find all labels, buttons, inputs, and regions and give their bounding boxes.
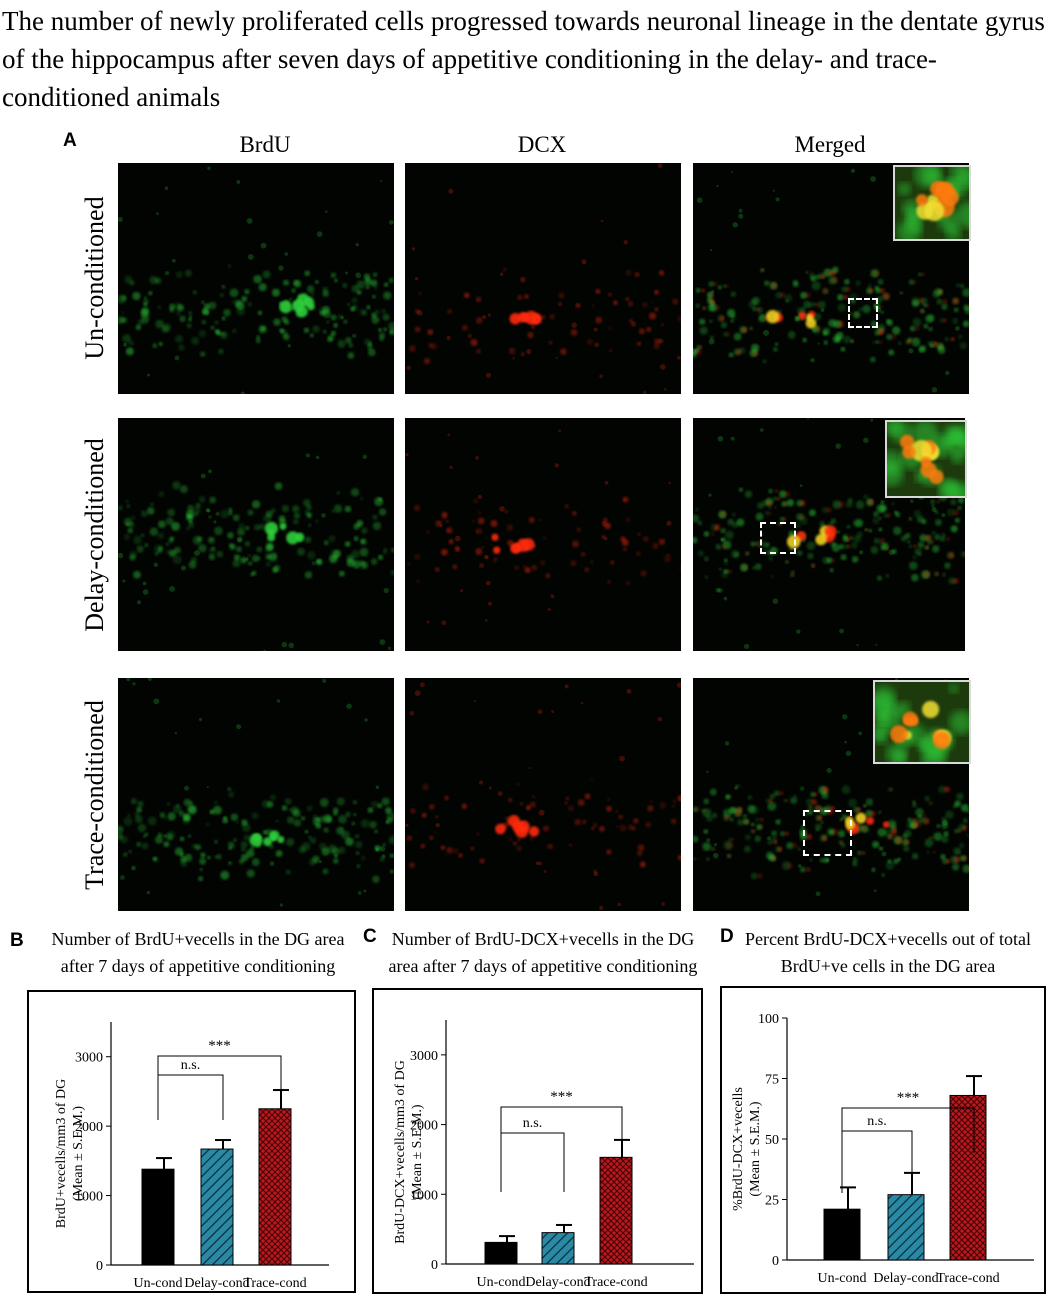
cell-texture bbox=[405, 682, 681, 910]
significance-label: n.s. bbox=[181, 1058, 200, 1073]
significance-bracket bbox=[500, 1132, 565, 1192]
inset-un-conditioned bbox=[893, 165, 971, 241]
significance-bracket bbox=[500, 1106, 623, 1160]
panel-c-title-line-1: Number of BrdU-DCX+vecells in the DG bbox=[391, 929, 695, 949]
bar-un-cond bbox=[484, 1241, 518, 1265]
significance-bracket bbox=[841, 1130, 913, 1193]
y-tick-label: 1000 bbox=[410, 1188, 438, 1203]
bar-un-cond bbox=[141, 1168, 175, 1266]
bar-delay-cond bbox=[887, 1194, 925, 1261]
x-tick-label: Un-cond bbox=[818, 1271, 867, 1286]
row-label-un-conditioned: Un-conditioned bbox=[80, 196, 109, 360]
cell-texture bbox=[405, 429, 681, 626]
y-tick-label: 0 bbox=[772, 1254, 779, 1269]
inset-texture bbox=[895, 167, 969, 239]
bar-trace-cond bbox=[258, 1108, 292, 1266]
x-tick-label: Trace-cond bbox=[936, 1271, 999, 1286]
chart-d: 0 25 50 75 100 %BrdU-DCX+vecells (Mean ± S.E.M… bbox=[731, 1012, 1034, 1286]
micrograph-dcx-delay-conditioned bbox=[405, 418, 681, 651]
micrograph-dcx-trace-conditioned bbox=[405, 678, 681, 911]
y-tick-label: 0 bbox=[96, 1259, 103, 1274]
chart-b: 0 1000 2000 3000 BrdU+vecells/mm3 of DG (Mean… bbox=[54, 1022, 329, 1291]
panel-c-title-line-2: area after 7 days of appetitive conditio… bbox=[388, 956, 698, 976]
panel-c-title: Number of BrdU-DCX+vecells in the DG are… bbox=[383, 926, 703, 980]
figure-title: The number of newly proliferated cells p… bbox=[2, 6, 1045, 112]
column-header-merged: Merged bbox=[794, 132, 866, 157]
y-tick-label: 50 bbox=[765, 1133, 779, 1148]
column-header-dcx: DCX bbox=[517, 132, 567, 157]
cell-texture bbox=[118, 678, 394, 907]
inset-texture bbox=[875, 682, 969, 762]
y-tick-label: 3000 bbox=[75, 1051, 103, 1066]
roi-box-un-conditioned bbox=[848, 298, 878, 328]
significance-bracket bbox=[841, 1107, 975, 1153]
y-axis-label: BrdU-DCX+vecells/mm3 of DG (Mean ± S.E.M.… bbox=[393, 1060, 425, 1244]
roi-box-delay-conditioned bbox=[760, 522, 796, 554]
inset-delay-conditioned bbox=[885, 420, 967, 498]
bar-un-cond bbox=[823, 1208, 861, 1261]
roi-box-trace-conditioned bbox=[803, 810, 852, 856]
significance-label: n.s. bbox=[523, 1116, 542, 1131]
bar-delay-cond bbox=[541, 1232, 575, 1265]
cell-texture bbox=[693, 678, 969, 897]
cell-texture bbox=[693, 168, 969, 393]
x-tick-label: Un-cond bbox=[134, 1276, 183, 1291]
bar-trace-cond bbox=[949, 1094, 987, 1261]
column-header-brdu: BrdU bbox=[239, 132, 291, 157]
x-tick-label: Un-cond bbox=[477, 1275, 526, 1290]
x-tick-label: Delay-cond bbox=[184, 1276, 249, 1291]
bar-trace-cond bbox=[599, 1156, 633, 1265]
panel-b-label: B bbox=[10, 930, 24, 951]
inset-texture bbox=[887, 422, 965, 496]
significance-bracket bbox=[157, 1074, 224, 1120]
panel-b-title-line-1: Number of BrdU+vecells in the DG area bbox=[51, 929, 345, 949]
row-label-trace-conditioned: Trace-conditioned bbox=[80, 700, 109, 890]
y-tick-label: 75 bbox=[765, 1073, 779, 1088]
panel-d-title-line-1: Percent BrdU-DCX+vecells out of total bbox=[744, 929, 1032, 949]
y-tick-label: 1000 bbox=[75, 1190, 103, 1205]
inset-trace-conditioned bbox=[873, 680, 971, 764]
panel-c-label: C bbox=[363, 926, 377, 947]
y-tick-label: 25 bbox=[765, 1194, 779, 1209]
y-tick-label: 2000 bbox=[410, 1119, 438, 1134]
panel-d-title: Percent BrdU-DCX+vecells out of total Br… bbox=[738, 926, 1038, 980]
y-axis-label: BrdU+vecells/mm3 of DG (Mean ± S.E.M.) bbox=[54, 1079, 86, 1228]
cell-texture bbox=[693, 418, 965, 650]
panel-a-label: A bbox=[63, 130, 77, 151]
y-tick-label: 0 bbox=[431, 1258, 438, 1273]
x-tick-label: Delay-cond bbox=[525, 1275, 590, 1290]
significance-label: n.s. bbox=[867, 1114, 886, 1129]
y-axis-label: %BrdU-DCX+vecells (Mean ± S.E.M.) bbox=[731, 1087, 763, 1211]
micrograph-brdu-un-conditioned bbox=[118, 163, 394, 394]
significance-label: *** bbox=[550, 1089, 573, 1105]
panel-d-title-line-2: BrdU+ve cells in the DG area bbox=[780, 956, 996, 976]
chart-b-box: 0 1000 2000 3000 BrdU+vecells/mm3 of DG (Mean… bbox=[27, 990, 356, 1293]
micrograph-merged-trace-conditioned bbox=[693, 678, 969, 911]
micrograph-brdu-delay-conditioned bbox=[118, 418, 394, 651]
panel-b-title: Number of BrdU+vecells in the DG area af… bbox=[38, 926, 358, 980]
panel-b-title-line-2: after 7 days of appetitive conditioning bbox=[60, 956, 336, 976]
y-tick-label: 2000 bbox=[75, 1120, 103, 1135]
bar-delay-cond bbox=[200, 1148, 234, 1266]
micrograph-dcx-un-conditioned bbox=[405, 163, 681, 394]
cell-texture bbox=[406, 163, 681, 394]
x-tick-label: Trace-cond bbox=[243, 1276, 306, 1291]
panel-d-label: D bbox=[720, 926, 734, 947]
micrograph-brdu-trace-conditioned bbox=[118, 678, 394, 911]
chart-d-box: 0 25 50 75 100 %BrdU-DCX+vecells (Mean ± S.E.M… bbox=[720, 986, 1046, 1294]
significance-bracket bbox=[157, 1055, 282, 1093]
chart-c-box: 0 1000 2000 3000 BrdU-DCX+vecells/mm3 of DG(… bbox=[372, 988, 703, 1294]
y-tick-label: 3000 bbox=[410, 1049, 438, 1064]
significance-label: *** bbox=[897, 1090, 920, 1106]
y-tick-label: 100 bbox=[758, 1012, 779, 1027]
cell-texture bbox=[118, 453, 394, 651]
x-tick-label: Delay-cond bbox=[873, 1271, 938, 1286]
significance-label: *** bbox=[208, 1038, 231, 1054]
row-label-delay-conditioned: Delay-conditioned bbox=[80, 438, 109, 632]
x-tick-label: Trace-cond bbox=[584, 1275, 647, 1290]
cell-texture bbox=[118, 166, 394, 394]
